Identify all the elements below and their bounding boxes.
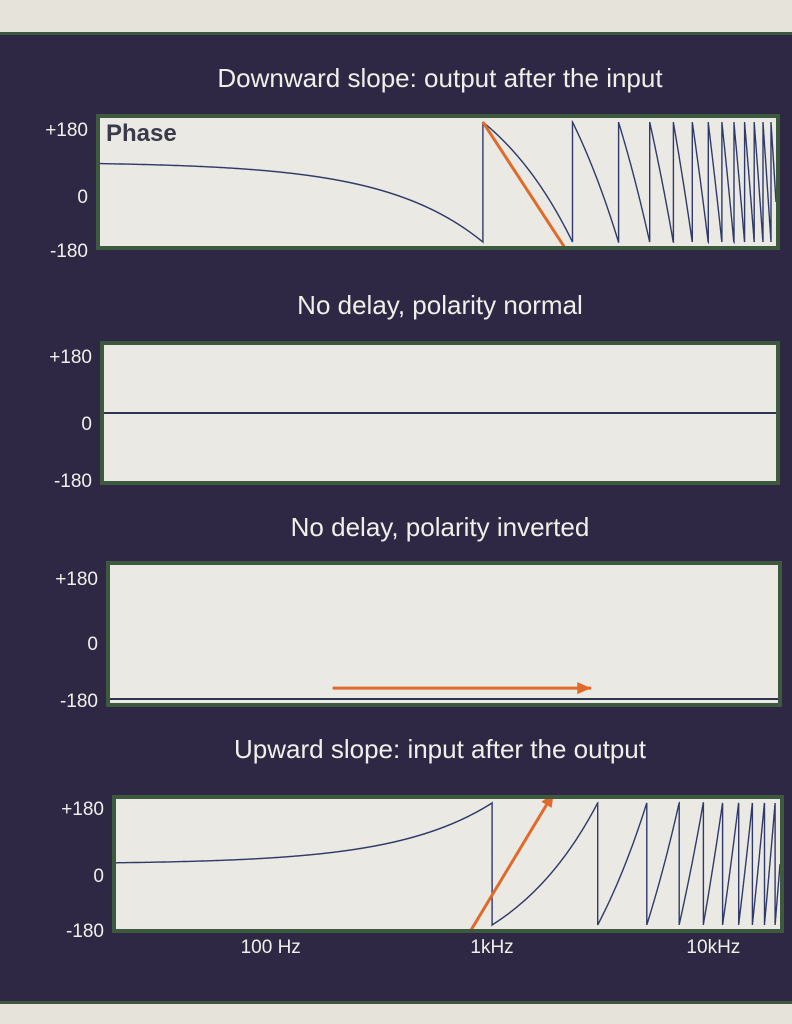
panel-2-ytick-label: 0 [81,414,92,435]
panel-1-series-label: Phase [106,120,177,147]
panel-4-svg [116,799,780,929]
panel-2-title: No delay, polarity normal [297,290,583,320]
panel-2-plot-area [100,341,780,485]
panel-2-ytick-label: -180 [53,471,92,492]
panel-1-svg [100,119,776,246]
panel-3-ytick-label: -180 [59,691,98,712]
panel-4-plot-area [112,795,784,933]
panel-4-xtick-label: 1kHz [470,937,514,958]
phase-figure: Downward slope: output after the input +1… [0,32,792,1004]
panel-4-ytick-label: 0 [93,866,104,887]
panel-1-title: Downward slope: output after the input [217,63,663,93]
panel-1-phase-line [100,119,776,245]
panel-4-ytick-label: -180 [65,921,104,942]
panel-2-ytick-label: +180 [49,347,92,368]
panel-4-xtick-label: 100 Hz [240,937,301,958]
panel-4-xtick-label: 10kHz [686,937,741,958]
panel-3-svg [110,682,778,700]
panel-1-plot-area: Phase [96,114,780,250]
panel-3-orange-arrowhead [577,682,592,695]
panel-3-plot-area [106,561,782,707]
panel-3-title: No delay, polarity inverted [290,512,590,542]
panel-4-orange-arrowhead [541,799,553,808]
panel-1-ytick-label: 0 [77,187,88,208]
panel-2-svg [104,412,776,414]
panel-3-ytick-label: 0 [87,634,98,655]
panel-4-orange-arrow [469,799,552,929]
panel-1-ytick-label: +180 [45,120,88,141]
panel-1-orange-arrow [481,121,566,246]
panel-4-ytick-label: +180 [61,799,104,820]
panel-3-ytick-label: +180 [55,569,98,590]
panel-4-title: Upward slope: input after the output [234,734,646,764]
panel-1-ytick-label: -180 [49,241,88,262]
panel-4-phase-line [116,801,780,927]
